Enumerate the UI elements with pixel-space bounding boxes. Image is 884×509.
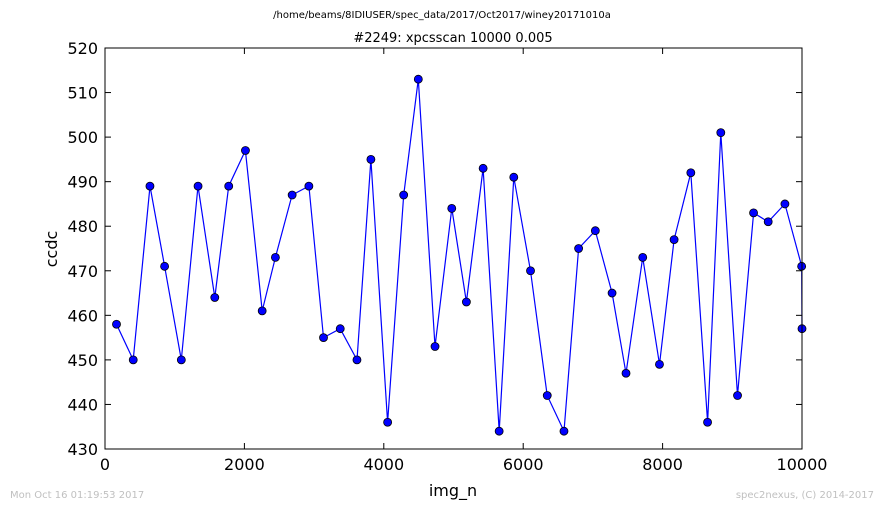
y-tick-label: 500 <box>67 128 98 147</box>
x-tick-label: 10000 <box>777 455 828 474</box>
data-point <box>447 203 457 213</box>
data-point <box>478 163 488 173</box>
y-tick-label: 470 <box>67 262 98 281</box>
data-point <box>224 181 234 191</box>
y-tick-label: 440 <box>67 395 98 414</box>
chart-title: #2249: xpcsscan 10000 0.005 <box>353 31 552 46</box>
data-point <box>542 391 552 400</box>
axes-frame <box>104 47 803 450</box>
data-point <box>494 426 504 436</box>
data-point <box>112 319 121 329</box>
y-tick-label: 520 <box>67 39 98 58</box>
y-tick-label: 430 <box>67 440 98 459</box>
x-tick-label: 4000 <box>363 455 404 474</box>
y-tick-label: 480 <box>67 217 98 236</box>
x-tick-label: 8000 <box>642 455 683 474</box>
data-point <box>621 368 631 378</box>
data-point <box>241 146 250 155</box>
data-point <box>257 306 267 316</box>
x-tick-label: 6000 <box>503 455 544 474</box>
data-point <box>271 253 280 262</box>
ticks: 0 2000 4000 6000 8000 10000 430 440 450 460 470 480… <box>67 39 827 474</box>
data-point <box>160 261 169 271</box>
data-point <box>509 172 519 182</box>
data-point <box>383 417 393 427</box>
data-point <box>590 226 600 236</box>
data-point <box>352 355 362 365</box>
data-point <box>749 208 758 218</box>
data-point <box>413 74 423 84</box>
data-point <box>763 217 773 227</box>
y-tick-label: 510 <box>67 84 98 103</box>
data-point <box>669 235 679 244</box>
y-tick-label: 490 <box>67 173 98 192</box>
y-tick-label: 450 <box>67 351 98 370</box>
series-line <box>115 79 803 434</box>
x-tick-label: 0 <box>100 455 110 474</box>
data-point <box>145 181 155 191</box>
data-point <box>304 181 314 191</box>
data-point <box>319 333 328 343</box>
data-point <box>655 359 664 369</box>
data-point <box>526 266 535 276</box>
data-point <box>607 288 617 298</box>
data-point <box>559 426 569 436</box>
data-point <box>638 253 648 262</box>
data-point <box>716 128 726 138</box>
data-point <box>686 168 696 178</box>
data-point <box>287 190 297 200</box>
timestamp-footer: Mon Oct 16 01:19:53 2017 <box>10 490 144 501</box>
data-point <box>574 244 584 253</box>
data-point <box>461 297 471 307</box>
data-point <box>733 391 742 400</box>
data-point <box>703 417 712 427</box>
data-point <box>399 190 409 200</box>
data-point <box>176 355 186 365</box>
x-tick-label: 2000 <box>224 455 265 474</box>
data-point <box>366 154 376 164</box>
data-point <box>210 293 220 302</box>
file-path: /home/beams/8IDIUSER/spec_data/2017/Oct2… <box>273 10 611 21</box>
data-point <box>430 342 440 351</box>
data-point <box>335 324 345 334</box>
y-tick-label: 460 <box>67 306 98 325</box>
data-point <box>128 355 138 365</box>
credit-footer: spec2nexus, (C) 2014-2017 <box>736 490 874 501</box>
y-axis-label: ccdc <box>42 231 61 268</box>
plot-area <box>112 74 807 436</box>
data-point <box>193 181 203 191</box>
x-axis-label: img_n <box>429 481 477 501</box>
data-point <box>780 199 790 209</box>
